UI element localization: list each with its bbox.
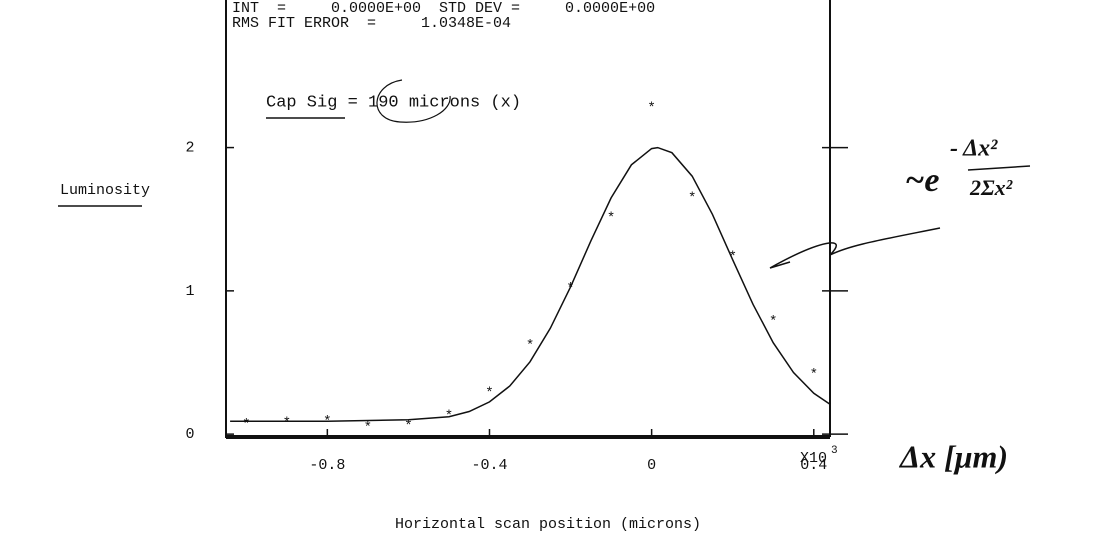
data-point: * [647, 100, 655, 116]
annotation: - Δx² [950, 136, 998, 162]
x-multiplier-exp: 3 [831, 445, 838, 457]
data-point: * [242, 417, 250, 433]
data-point: * [283, 416, 291, 432]
x-axis-label: Horizontal scan position (microns) [395, 516, 701, 533]
annotation: 2Σx² [969, 175, 1013, 200]
y-tick-label: 1 [185, 283, 194, 300]
data-point: * [323, 414, 331, 430]
x-tick-label: -0.8 [309, 457, 345, 474]
header-line: RMS FIT ERROR = 1.0348E-04 [232, 15, 511, 32]
plot-frame [225, 0, 831, 438]
fraction-bar [967, 165, 1031, 171]
data-point: * [810, 367, 818, 383]
annotation: Δx [μm) [898, 438, 1008, 474]
x-tick-label: 0.4 [800, 457, 827, 474]
data-point: * [526, 338, 534, 354]
hand-circle [376, 79, 451, 123]
data-point: * [485, 385, 493, 401]
data-point: * [566, 281, 574, 297]
fit-label: Cap Sig = 190 microns (x) [266, 93, 521, 112]
hand-arrow [769, 227, 941, 269]
y-axis-label: Luminosity [60, 182, 150, 199]
x-multiplier: X10 [800, 450, 827, 467]
data-point: * [607, 211, 615, 227]
fit-curve [230, 146, 831, 422]
annotation: ~e [905, 162, 939, 199]
data-point: * [688, 191, 696, 207]
data-point: * [769, 314, 777, 330]
x-tick-label: -0.4 [471, 457, 507, 474]
y-tick-label: 0 [185, 426, 194, 443]
data-point: * [364, 420, 372, 436]
data-point: * [404, 418, 412, 434]
y-tick-label: 2 [185, 140, 194, 157]
plot-area: 012-0.8 -0.4 0 0.4* * * * *********** [185, 0, 848, 474]
x-tick-label: 0 [647, 457, 656, 474]
data-point: * [729, 249, 737, 265]
header-line: INT = 0.0000E+00 STD DEV = 0.0000E+00 [232, 0, 655, 17]
